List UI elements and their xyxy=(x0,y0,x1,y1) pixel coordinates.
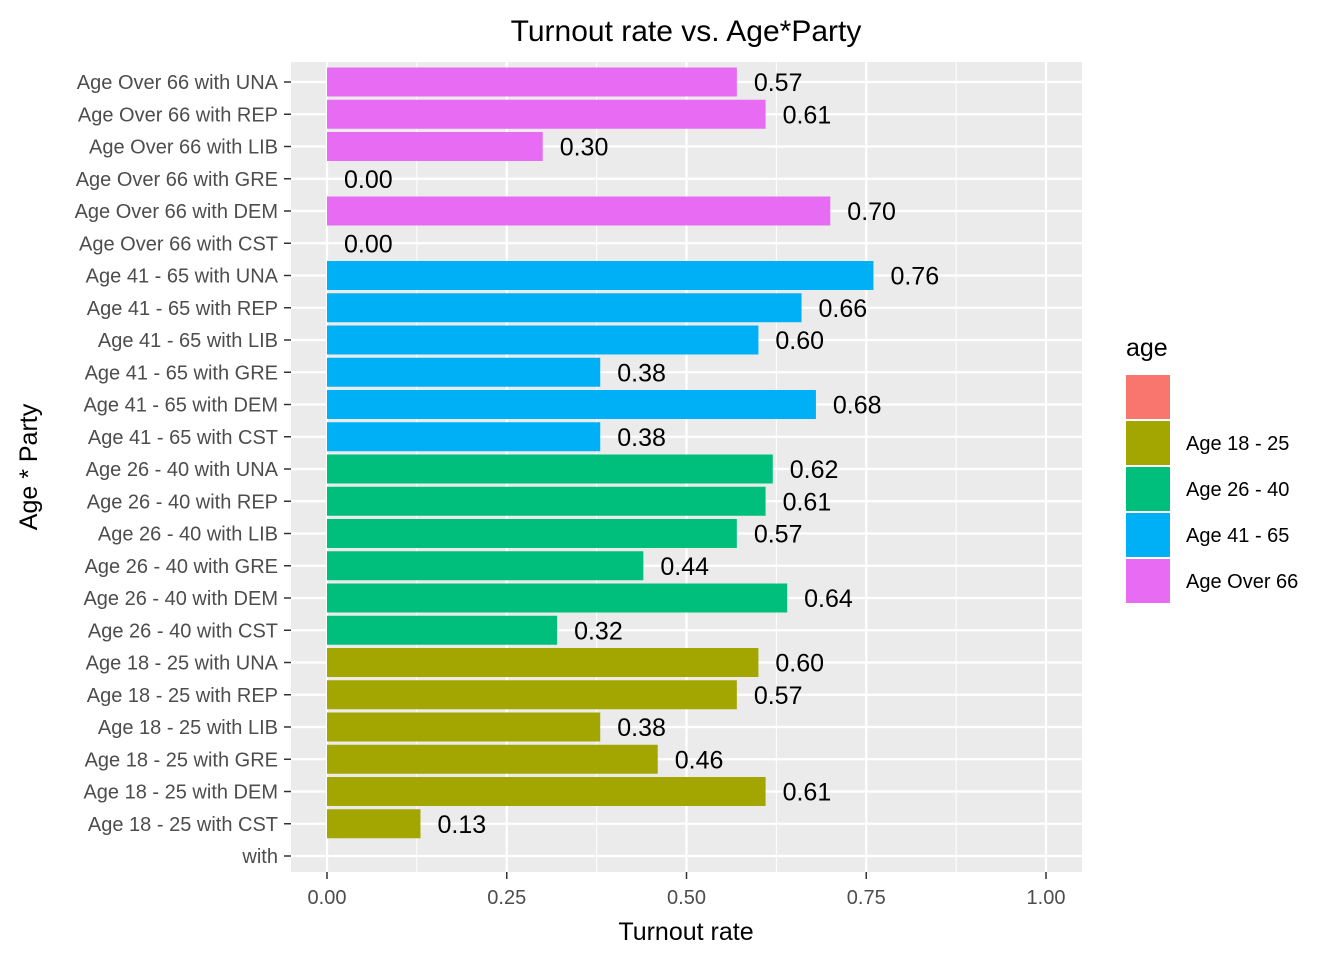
bar xyxy=(327,132,543,161)
legend-label: Age 41 - 65 xyxy=(1186,525,1289,547)
bar xyxy=(327,357,601,387)
bar xyxy=(327,325,759,355)
legend: age Age 18 - 25 Age 26 - 40 Age 41 - 65 Age… xyxy=(1126,334,1298,603)
y-tick-label: Age 41 - 65 with GRE xyxy=(85,362,278,384)
chart-title: Turnout rate vs. Age*Party xyxy=(511,15,862,48)
bar xyxy=(327,293,802,323)
bar xyxy=(327,680,737,710)
bar xyxy=(327,99,766,129)
legend-key xyxy=(1126,421,1170,465)
y-tick-label: Age 18 - 25 with GRE xyxy=(85,749,278,771)
y-tick-label: Age Over 66 with REP xyxy=(78,104,278,126)
data-label: 0.60 xyxy=(775,327,824,355)
bar xyxy=(327,615,558,645)
data-label: 0.30 xyxy=(560,134,609,162)
y-tick-label: Age 26 - 40 with CST xyxy=(88,620,278,642)
legend-title: age xyxy=(1126,334,1168,362)
bar xyxy=(327,196,831,226)
x-tick-label: 0.50 xyxy=(667,887,706,909)
legend-key xyxy=(1126,559,1170,603)
data-label: 0.76 xyxy=(890,263,939,291)
x-tick-label: 0.75 xyxy=(847,887,886,909)
data-label: 0.44 xyxy=(660,553,709,581)
y-tick-label: Age 26 - 40 with REP xyxy=(87,491,278,513)
bar xyxy=(327,809,421,839)
bar xyxy=(327,551,644,581)
y-tick-label: Age 18 - 25 with UNA xyxy=(86,653,279,675)
y-tick-label: Age 41 - 65 with DEM xyxy=(83,395,278,417)
data-label: 0.46 xyxy=(675,746,724,774)
data-label: 0.57 xyxy=(754,69,803,97)
bar xyxy=(327,777,766,806)
y-tick-label: Age 26 - 40 with GRE xyxy=(85,556,278,578)
x-tick-label: 1.00 xyxy=(1027,887,1066,909)
x-tick-label: 0.25 xyxy=(487,887,526,909)
data-label: 0.60 xyxy=(775,650,824,678)
data-label: 0.38 xyxy=(617,424,666,452)
legend-label: Age 18 - 25 xyxy=(1186,433,1289,455)
bar xyxy=(327,519,737,548)
y-tick-label: Age 41 - 65 with REP xyxy=(87,298,278,320)
data-label: 0.57 xyxy=(754,521,803,549)
data-labels: 0.57 0.61 0.30 0.00 0.70 0.00 0.76 0.66 0.60 0.38… xyxy=(344,69,939,839)
data-label: 0.61 xyxy=(783,779,832,807)
bar xyxy=(327,261,874,290)
y-tick-label: Age Over 66 with CST xyxy=(79,233,278,255)
data-label: 0.38 xyxy=(617,359,666,387)
y-tick-label: Age 18 - 25 with LIB xyxy=(98,717,278,739)
bar xyxy=(327,486,766,516)
bar xyxy=(327,390,816,419)
bar xyxy=(327,67,737,97)
bar xyxy=(327,583,788,613)
y-tick-label: Age 18 - 25 with DEM xyxy=(83,782,278,804)
data-label: 0.00 xyxy=(344,166,393,194)
data-label: 0.68 xyxy=(833,392,882,420)
data-label: 0.32 xyxy=(574,617,623,645)
y-tick-label: Age 41 - 65 with UNA xyxy=(86,266,279,288)
data-label: 0.70 xyxy=(847,198,896,226)
data-label: 0.61 xyxy=(783,101,832,129)
y-tick-label: Age 26 - 40 with LIB xyxy=(98,524,278,546)
y-tick-label: Age 41 - 65 with CST xyxy=(88,427,278,449)
data-label: 0.61 xyxy=(783,488,832,516)
y-tick-label: Age Over 66 with UNA xyxy=(77,72,279,94)
y-tick-label: Age Over 66 with DEM xyxy=(75,201,278,223)
y-tick-label: Age Over 66 with LIB xyxy=(89,137,278,159)
y-axis: Age Over 66 with UNA Age Over 66 with REP… xyxy=(75,72,291,868)
bar xyxy=(327,744,658,774)
data-label: 0.64 xyxy=(804,585,853,613)
bar xyxy=(327,712,601,742)
legend-key xyxy=(1126,375,1170,419)
bar xyxy=(327,422,601,452)
legend-key xyxy=(1126,467,1170,511)
legend-label: Age 26 - 40 xyxy=(1186,479,1289,501)
bar xyxy=(327,454,773,484)
data-label: 0.38 xyxy=(617,714,666,742)
y-tick-label: Age 26 - 40 with UNA xyxy=(86,459,279,481)
y-tick-label: Age 18 - 25 with CST xyxy=(88,814,278,836)
y-tick-label: with xyxy=(241,846,278,868)
y-tick-label: Age Over 66 with GRE xyxy=(76,169,278,191)
x-axis-title: Turnout rate xyxy=(618,918,753,946)
bar xyxy=(327,648,759,677)
y-axis-title: Age * Party xyxy=(15,403,43,530)
y-tick-label: Age 18 - 25 with REP xyxy=(87,685,278,707)
bars xyxy=(327,67,874,839)
data-label: 0.13 xyxy=(437,811,486,839)
data-label: 0.57 xyxy=(754,682,803,710)
data-label: 0.00 xyxy=(344,230,393,258)
legend-key xyxy=(1126,513,1170,557)
data-label: 0.62 xyxy=(790,456,839,484)
y-tick-label: Age 26 - 40 with DEM xyxy=(83,588,278,610)
data-label: 0.66 xyxy=(819,295,868,323)
x-axis: 0.00 0.25 0.50 0.75 1.00 xyxy=(308,872,1066,909)
y-tick-label: Age 41 - 65 with LIB xyxy=(98,330,278,352)
legend-label: Age Over 66 xyxy=(1186,571,1298,593)
x-tick-label: 0.00 xyxy=(308,887,347,909)
